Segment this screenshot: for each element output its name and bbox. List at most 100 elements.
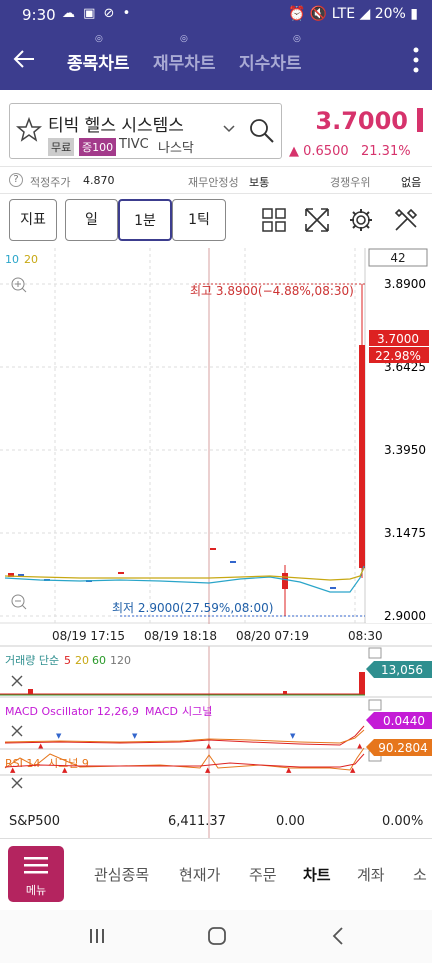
price-tag-bg — [369, 330, 429, 346]
price-bar — [417, 108, 423, 132]
help-icon[interactable]: ? — [9, 173, 23, 187]
x-label-1: 08/19 17:15 — [52, 629, 125, 643]
day-period-label: 일 — [85, 212, 98, 228]
nav-more[interactable]: 소 — [413, 866, 427, 884]
zoom-out-icon[interactable] — [11, 594, 27, 610]
svg-text:▲: ▲ — [286, 766, 292, 774]
pct-tag: 22.98% — [375, 349, 421, 363]
price-change: ▲ 0.6500 — [289, 144, 349, 159]
bottom-navigation — [0, 838, 432, 910]
volume-ma120: 120 — [110, 654, 131, 667]
settings-gear-icon[interactable] — [348, 207, 374, 233]
minute-period-button[interactable]: 1분 — [118, 199, 172, 241]
tab-stock-chart[interactable]: 종목차트 — [67, 54, 130, 74]
menu-button[interactable]: 메뉴 — [8, 846, 64, 902]
count-value: 42 — [390, 251, 405, 265]
battery-label: 20% — [374, 6, 406, 22]
svg-text:▲: ▲ — [350, 766, 356, 774]
close-rsi-icon[interactable] — [11, 777, 23, 789]
svg-text:▲: ▲ — [205, 766, 211, 774]
status-right: ⏰ 🔇 LTE ◢ 20% ▮ — [288, 6, 418, 22]
index-value: 6,411.37 — [168, 814, 226, 829]
app-header: ◎ 종목차트 ◎ 재무차트 ◎ 지수차트 — [0, 32, 432, 90]
fullscreen-icon[interactable] — [304, 207, 330, 233]
x-label-3: 08/20 07:19 — [236, 629, 309, 643]
price-tag: 3.7000 — [377, 332, 419, 346]
stock-selector[interactable]: 티빅 헬스 시스템스 무료 증100 TIVC 나스닥 — [9, 103, 282, 159]
svg-text:▲: ▲ — [10, 766, 16, 774]
hamburger-icon — [24, 857, 48, 874]
tab-index-chart[interactable]: 지수차트 — [239, 54, 302, 74]
macd-title: MACD Oscillator 12,26,9 — [5, 705, 139, 718]
volume-ma20: 20 — [75, 654, 89, 667]
close-macd-icon[interactable] — [11, 725, 23, 737]
competitive-advantage-label: 경쟁우위 — [330, 176, 371, 189]
more-menu-icon[interactable] — [412, 44, 420, 76]
tools-icon[interactable] — [393, 207, 419, 233]
back-icon[interactable] — [330, 926, 346, 946]
favorite-star-icon[interactable] — [16, 117, 42, 143]
nav-watchlist[interactable]: 관심종목 — [94, 866, 150, 884]
home-icon[interactable] — [207, 926, 227, 946]
system-navigation-bar — [0, 910, 432, 963]
margin-badge: 증100 — [79, 138, 117, 156]
zoom-in-icon[interactable] — [11, 277, 27, 293]
nav-chart[interactable]: 차트 — [303, 866, 331, 884]
volume-title: 거래량 단순 — [5, 654, 59, 667]
close-volume-icon[interactable] — [11, 675, 23, 687]
svg-text:▼: ▼ — [290, 732, 296, 740]
market: 나스닥 — [158, 141, 194, 156]
back-arrow-icon[interactable] — [10, 44, 40, 74]
y-tick-5: 2.9000 — [384, 609, 426, 623]
current-price: 3.7000 — [315, 107, 408, 135]
volume-value: 13,056 — [381, 663, 423, 677]
ticker: TIVC — [119, 137, 149, 152]
fair-price-value: 4.870 — [83, 174, 115, 187]
day-period-button[interactable]: 일 — [65, 199, 118, 241]
macd-signal-label: 시그널 — [182, 705, 212, 718]
notification-icons: ☁ ▣ ⊘ • — [62, 6, 133, 21]
tab-indicator-icon: ◎ — [180, 34, 188, 44]
macd-sub-label: MACD — [145, 705, 178, 718]
volume-ma60: 60 — [92, 654, 106, 667]
y-tick-4: 3.1475 — [384, 526, 426, 540]
x-label-4: 08:30 — [348, 629, 383, 643]
y-tick-2: 3.6425 — [384, 360, 426, 374]
nav-current-price[interactable]: 현재가 — [179, 866, 221, 884]
macd-pane: MACD Oscillator 12,26,9 MACD 시그널 ▲ ▼ ▼ ▲ ▼… — [4, 699, 432, 750]
index-row[interactable]: S&P500 6,411.37 0.00 0.00% — [9, 814, 423, 829]
competitive-advantage-value: 없음 — [401, 176, 422, 189]
chevron-down-icon[interactable] — [222, 124, 236, 134]
tick-period-button[interactable]: 1틱 — [172, 199, 226, 241]
svg-text:▼: ▼ — [56, 732, 62, 740]
pct-tag-bg — [369, 347, 429, 363]
y-tick-1: 3.8900 — [384, 277, 426, 291]
search-icon[interactable] — [248, 117, 276, 145]
tab-financial-chart[interactable]: 재무차트 — [153, 54, 216, 74]
chart-grid — [0, 248, 365, 623]
free-badge: 무료 — [48, 138, 75, 156]
indicator-button[interactable]: 지표 — [9, 199, 57, 241]
rsi-pane: RSI 14 시그널 9 ▲ ▲ ▲ ▲ ▲ 90.2804 — [4, 739, 432, 789]
y-tick-3: 3.3950 — [384, 443, 426, 457]
nav-order[interactable]: 주문 — [249, 866, 277, 884]
price-change-pct: 21.31% — [361, 144, 411, 159]
financial-stability-value: 보통 — [249, 176, 270, 189]
stock-name: 티빅 헬스 시스템스 — [48, 116, 184, 136]
low-label: 최저 2.9000(27.59%,08:00) — [112, 601, 273, 615]
macd-value: 0.0440 — [383, 714, 425, 728]
high-label: 최고 3.8900(−4.88%,08:30) — [190, 284, 354, 298]
count-box[interactable]: 42 — [390, 251, 405, 265]
recent-apps-icon[interactable] — [88, 927, 106, 945]
macd-menu-icon[interactable] — [368, 699, 382, 711]
tick-period-label: 1틱 — [188, 212, 210, 228]
grid-layout-icon[interactable] — [262, 208, 286, 232]
ma10-label: 10 — [5, 253, 19, 266]
volume-menu-icon[interactable] — [368, 647, 382, 659]
nav-account[interactable]: 계좌 — [357, 866, 385, 884]
stock-chart[interactable]: 42 3.8900 3.6425 3.3950 3.1475 2.9000 3.… — [0, 248, 432, 838]
network-label: LTE — [331, 6, 356, 22]
fair-price-label: 적정주가 — [30, 176, 71, 189]
svg-text:▼: ▼ — [132, 732, 138, 740]
index-name: S&P500 — [9, 814, 60, 829]
